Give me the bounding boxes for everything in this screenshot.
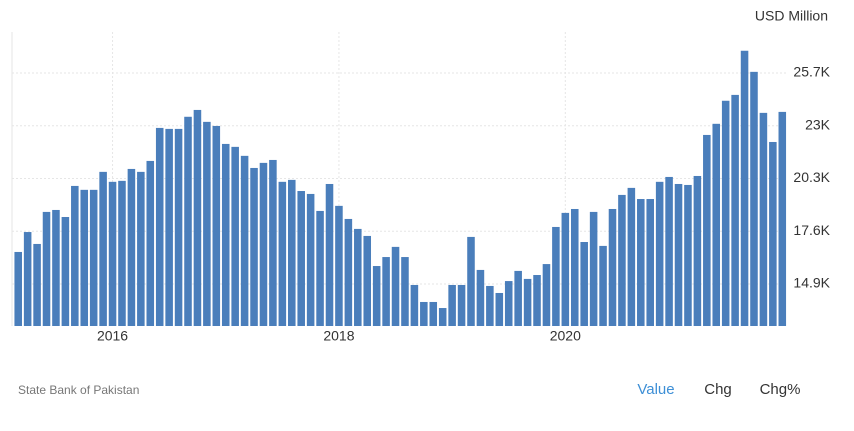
x-tick-label: 2020 xyxy=(550,328,581,344)
bar xyxy=(127,168,136,326)
bar xyxy=(52,209,60,326)
bar xyxy=(759,112,768,326)
bar xyxy=(627,187,636,326)
bar xyxy=(203,121,211,326)
bar xyxy=(514,270,522,326)
bar xyxy=(174,128,183,326)
bar xyxy=(646,199,654,326)
bar xyxy=(674,183,683,326)
bar xyxy=(486,285,494,326)
bar xyxy=(712,123,721,326)
bar xyxy=(297,191,305,326)
bar xyxy=(655,181,664,326)
y-tick-label: 14.9K xyxy=(793,275,830,291)
bar xyxy=(71,185,79,326)
bar xyxy=(410,284,419,326)
bar xyxy=(33,243,41,326)
bar xyxy=(146,160,155,326)
bar xyxy=(382,257,390,326)
bar xyxy=(778,111,787,326)
bar xyxy=(750,71,758,326)
bar xyxy=(259,162,268,326)
chg-button[interactable]: Chg xyxy=(704,381,732,398)
bar xyxy=(429,301,438,326)
bar xyxy=(184,116,192,326)
bar xyxy=(363,235,372,326)
bar xyxy=(316,210,324,326)
bar xyxy=(193,109,202,326)
bar xyxy=(306,193,315,326)
bar xyxy=(731,94,739,326)
bar xyxy=(561,212,570,326)
bar xyxy=(61,216,70,326)
bar xyxy=(570,208,579,326)
y-tick-label: 25.7K xyxy=(793,64,830,80)
bar xyxy=(89,189,98,326)
bar xyxy=(269,159,277,326)
bar xyxy=(542,264,551,326)
bar xyxy=(608,208,617,326)
units-label: USD Million xyxy=(755,8,828,24)
bar xyxy=(335,205,343,326)
bar xyxy=(250,167,258,326)
value-button[interactable]: Value xyxy=(637,381,674,398)
y-tick-label: 20.3K xyxy=(793,169,830,185)
chg-pct-button[interactable]: Chg% xyxy=(760,381,801,398)
bar xyxy=(99,171,107,326)
bar xyxy=(401,257,409,326)
bar xyxy=(420,301,428,326)
bar xyxy=(344,218,353,326)
bar xyxy=(231,146,239,326)
bar xyxy=(372,266,381,326)
bar xyxy=(637,199,645,326)
bar xyxy=(137,171,145,326)
bar xyxy=(552,226,560,326)
bar xyxy=(703,134,711,326)
bar xyxy=(287,179,296,326)
bar xyxy=(457,284,466,326)
bar xyxy=(693,175,702,326)
bar xyxy=(495,292,504,326)
bar xyxy=(14,251,22,326)
bar xyxy=(221,143,230,326)
y-tick-label: 23K xyxy=(805,116,831,132)
bar xyxy=(504,281,513,326)
bar xyxy=(769,141,777,326)
bar xyxy=(599,245,607,326)
bar xyxy=(212,125,221,326)
bar xyxy=(23,232,32,326)
bar xyxy=(740,50,749,327)
bar xyxy=(523,278,532,326)
bar xyxy=(467,236,475,326)
bar xyxy=(448,284,456,326)
bar xyxy=(278,181,287,326)
bar xyxy=(589,211,598,326)
x-tick-label: 2016 xyxy=(97,328,128,344)
bar xyxy=(618,194,626,326)
bar xyxy=(240,155,249,326)
bar xyxy=(533,275,541,326)
bar xyxy=(580,242,588,326)
bar xyxy=(165,128,173,326)
bar xyxy=(325,183,334,326)
bar xyxy=(684,184,692,326)
bar xyxy=(108,181,117,326)
bar xyxy=(42,211,51,326)
x-tick-label: 2018 xyxy=(323,328,354,344)
bar xyxy=(438,308,447,326)
bar xyxy=(476,269,485,326)
bar xyxy=(354,228,362,326)
bar xyxy=(665,176,673,326)
y-tick-label: 17.6K xyxy=(793,222,830,238)
bar xyxy=(391,246,400,326)
bar xyxy=(721,100,730,326)
bar xyxy=(155,127,164,326)
bar xyxy=(80,189,89,326)
bar xyxy=(118,180,126,326)
source: State Bank of Pakistan xyxy=(18,383,139,397)
